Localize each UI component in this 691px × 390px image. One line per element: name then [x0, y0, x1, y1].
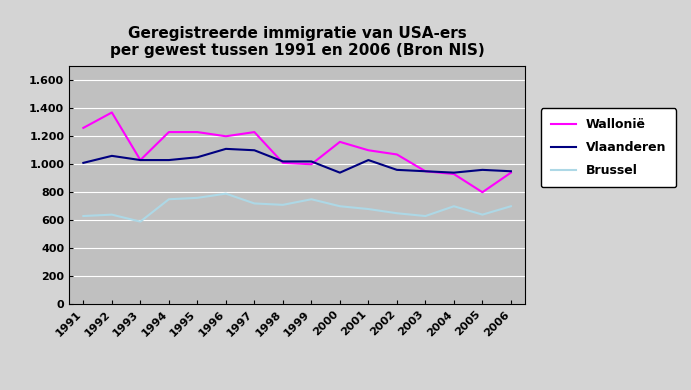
- Wallonië: [307, 162, 316, 167]
- Brussel: [450, 204, 458, 209]
- Brussel: [507, 204, 515, 209]
- Wallonië: [336, 140, 344, 144]
- Vlaanderen: [422, 169, 430, 174]
- Brussel: [250, 201, 258, 206]
- Wallonië: [193, 130, 202, 135]
- Vlaanderen: [222, 147, 230, 151]
- Brussel: [392, 211, 401, 216]
- Vlaanderen: [336, 170, 344, 175]
- Brussel: [336, 204, 344, 209]
- Line: Vlaanderen: Vlaanderen: [84, 149, 511, 173]
- Vlaanderen: [108, 154, 116, 158]
- Brussel: [222, 191, 230, 196]
- Brussel: [79, 214, 88, 218]
- Wallonië: [136, 158, 144, 162]
- Wallonië: [108, 110, 116, 115]
- Vlaanderen: [307, 159, 316, 164]
- Vlaanderen: [450, 170, 458, 175]
- Vlaanderen: [250, 148, 258, 152]
- Legend: Wallonië, Vlaanderen, Brussel: Wallonië, Vlaanderen, Brussel: [540, 108, 676, 187]
- Vlaanderen: [193, 155, 202, 160]
- Vlaanderen: [278, 159, 287, 164]
- Wallonië: [250, 130, 258, 135]
- Brussel: [136, 219, 144, 224]
- Vlaanderen: [478, 168, 486, 172]
- Line: Brussel: Brussel: [84, 194, 511, 222]
- Brussel: [364, 207, 372, 211]
- Vlaanderen: [164, 158, 173, 162]
- Wallonië: [164, 130, 173, 135]
- Brussel: [164, 197, 173, 202]
- Vlaanderen: [79, 161, 88, 165]
- Vlaanderen: [136, 158, 144, 162]
- Brussel: [108, 212, 116, 217]
- Wallonië: [478, 190, 486, 195]
- Line: Wallonië: Wallonië: [84, 112, 511, 192]
- Wallonië: [79, 126, 88, 130]
- Vlaanderen: [364, 158, 372, 162]
- Wallonië: [278, 161, 287, 165]
- Wallonië: [364, 148, 372, 152]
- Vlaanderen: [392, 168, 401, 172]
- Brussel: [193, 195, 202, 200]
- Brussel: [278, 202, 287, 207]
- Wallonië: [392, 152, 401, 157]
- Brussel: [422, 214, 430, 218]
- Wallonië: [507, 170, 515, 175]
- Title: Geregistreerde immigratie van USA-ers
per gewest tussen 1991 en 2006 (Bron NIS): Geregistreerde immigratie van USA-ers pe…: [110, 26, 484, 58]
- Wallonië: [450, 172, 458, 176]
- Wallonië: [422, 169, 430, 174]
- Brussel: [307, 197, 316, 202]
- Vlaanderen: [507, 169, 515, 174]
- Brussel: [478, 212, 486, 217]
- Wallonië: [222, 134, 230, 138]
